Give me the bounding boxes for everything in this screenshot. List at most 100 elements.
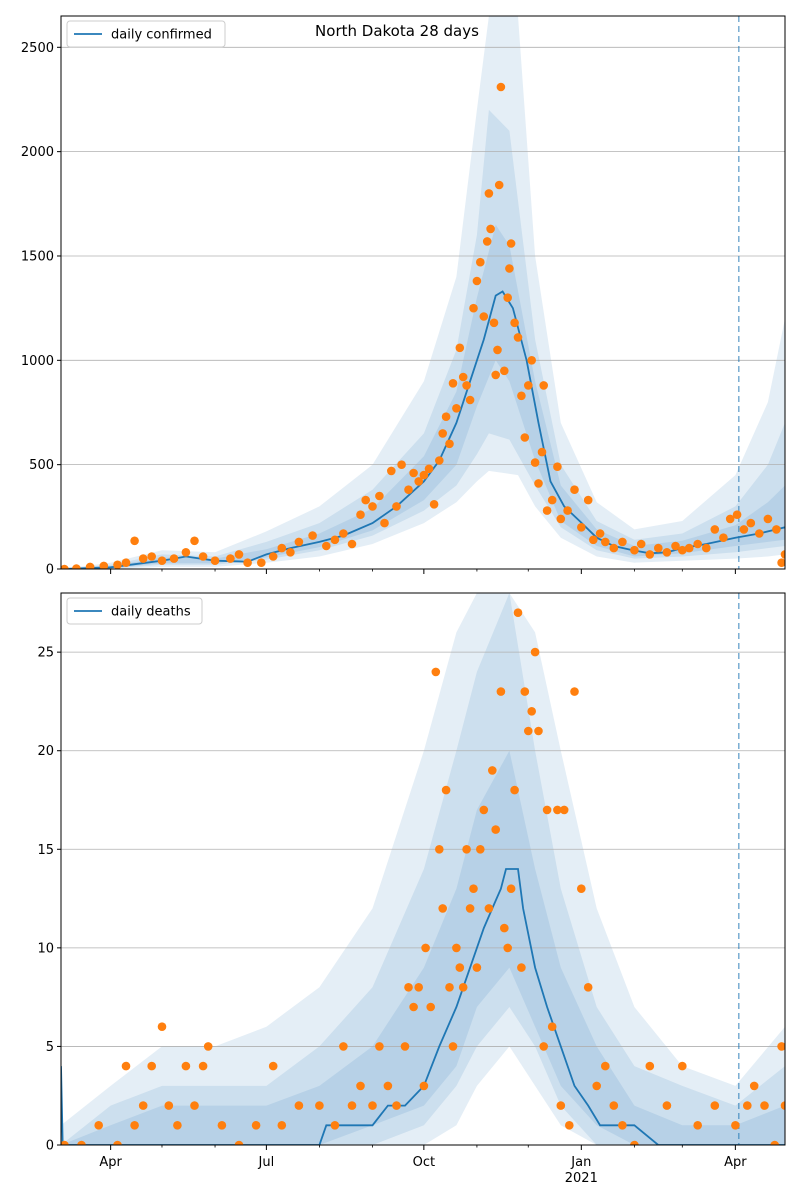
confirmed-data-point <box>448 379 458 388</box>
deaths-xtick-label: Jul <box>258 1155 275 1170</box>
deaths-data-point <box>465 904 475 913</box>
confirmed-ytick-label: 0 <box>46 563 54 578</box>
deaths-data-point <box>458 983 468 992</box>
confirmed-x-axis <box>110 569 736 574</box>
deaths-data-point <box>294 1101 304 1110</box>
deaths-data-point <box>780 1101 785 1110</box>
deaths-data-point <box>113 1140 122 1145</box>
deaths-ytick-label: 20 <box>37 744 54 759</box>
confirmed-data-point <box>671 541 680 551</box>
confirmed-data-point <box>414 477 424 486</box>
deaths-data-point <box>678 1061 687 1071</box>
deaths-data-point <box>448 1042 458 1051</box>
deaths-data-point <box>513 608 523 617</box>
confirmed-legend-label: daily confirmed <box>111 28 212 43</box>
deaths-data-point <box>693 1121 702 1130</box>
confirmed-data-point <box>198 552 208 561</box>
confirmed-data-point <box>380 518 389 528</box>
confirmed-data-point <box>719 533 728 542</box>
deaths-data-point <box>517 963 526 972</box>
deaths-data-point <box>710 1101 720 1110</box>
deaths-data-point <box>61 1140 69 1145</box>
confirmed-band-outer <box>61 16 785 569</box>
deaths-data-point <box>630 1140 639 1145</box>
confirmed-data-point <box>455 343 465 353</box>
confirmed-data-point <box>429 500 439 509</box>
deaths-data-point <box>469 884 478 893</box>
confirmed-data-point <box>210 556 220 565</box>
confirmed-data-point <box>465 395 475 405</box>
confirmed-data-point <box>479 312 489 321</box>
deaths-data-point <box>190 1101 199 1110</box>
confirmed-data-point <box>404 485 413 495</box>
confirmed-data-point <box>589 535 598 545</box>
confirmed-data-point <box>710 525 720 534</box>
confirmed-data-point <box>636 539 646 549</box>
deaths-data-point <box>400 1042 410 1051</box>
confirmed-ytick-label: 2500 <box>21 41 54 56</box>
deaths-data-point <box>743 1101 752 1110</box>
deaths-data-point <box>315 1101 324 1110</box>
confirmed-data-point <box>662 548 672 557</box>
confirmed-data-point <box>534 479 543 488</box>
deaths-data-point <box>368 1101 377 1110</box>
confirmed-legend-box <box>66 20 226 48</box>
deaths-data-point <box>130 1121 139 1130</box>
deaths-y-axis: 0 5 10 15 20 25 <box>37 646 61 1154</box>
confirmed-data-point <box>500 366 509 376</box>
chart-title: North Dakota 28 days <box>315 22 479 40</box>
deaths-data-point <box>570 687 579 696</box>
confirmed-data-point <box>577 523 586 532</box>
deaths-data-point <box>547 1022 557 1031</box>
deaths-data-point <box>524 726 533 736</box>
confirmed-data-point <box>130 536 139 546</box>
deaths-data-point <box>164 1101 174 1110</box>
deaths-legend: daily deaths <box>66 597 203 625</box>
confirmed-data-point <box>645 550 655 559</box>
deaths-data-point <box>339 1042 348 1051</box>
deaths-xtick-label: Oct <box>413 1155 435 1170</box>
confirmed-data-point <box>462 381 471 390</box>
confirmed-ytick-label: 500 <box>29 458 54 473</box>
confirmed-data-point <box>609 543 619 553</box>
confirmed-data-point <box>780 550 785 559</box>
confirmed-data-point <box>542 506 552 515</box>
deaths-data-point <box>577 884 586 893</box>
deaths-data-point <box>404 983 413 992</box>
deaths-data-point <box>496 687 506 696</box>
confirmed-data-point <box>368 502 377 511</box>
deaths-data-point <box>731 1121 740 1130</box>
confirmed-data-point <box>601 537 610 547</box>
confirmed-data-point <box>777 558 785 567</box>
confirmed-ytick-label: 2000 <box>21 145 54 160</box>
deaths-data-point <box>559 805 569 815</box>
deaths-data-point <box>500 923 509 933</box>
confirmed-data-point <box>527 356 536 365</box>
confirmed-data-point <box>257 558 266 567</box>
confirmed-data-point <box>539 381 548 390</box>
deaths-uncertainty-bands <box>61 593 785 1145</box>
confirmed-data-point <box>494 180 504 190</box>
confirmed-data-point <box>190 536 199 546</box>
deaths-data-point <box>749 1081 759 1091</box>
confirmed-data-point <box>294 537 304 547</box>
deaths-data-point <box>414 983 424 992</box>
deaths-data-point <box>181 1061 191 1071</box>
confirmed-data-point <box>387 466 396 476</box>
confirmed-data-point <box>138 554 148 563</box>
deaths-observed-points <box>61 608 785 1145</box>
confirmed-data-point <box>419 470 429 480</box>
deaths-data-point <box>770 1140 779 1145</box>
confirmed-data-point <box>243 558 252 567</box>
deaths-data-point <box>462 845 471 854</box>
deaths-data-point <box>510 785 519 795</box>
confirmed-data-point <box>654 543 663 553</box>
deaths-data-point <box>441 785 451 795</box>
confirmed-data-point <box>493 345 502 355</box>
deaths-ytick-label: 25 <box>37 646 54 661</box>
confirmed-data-point <box>739 525 749 534</box>
deaths-data-point <box>542 805 552 815</box>
deaths-data-point <box>618 1121 627 1130</box>
deaths-data-point <box>520 687 530 696</box>
